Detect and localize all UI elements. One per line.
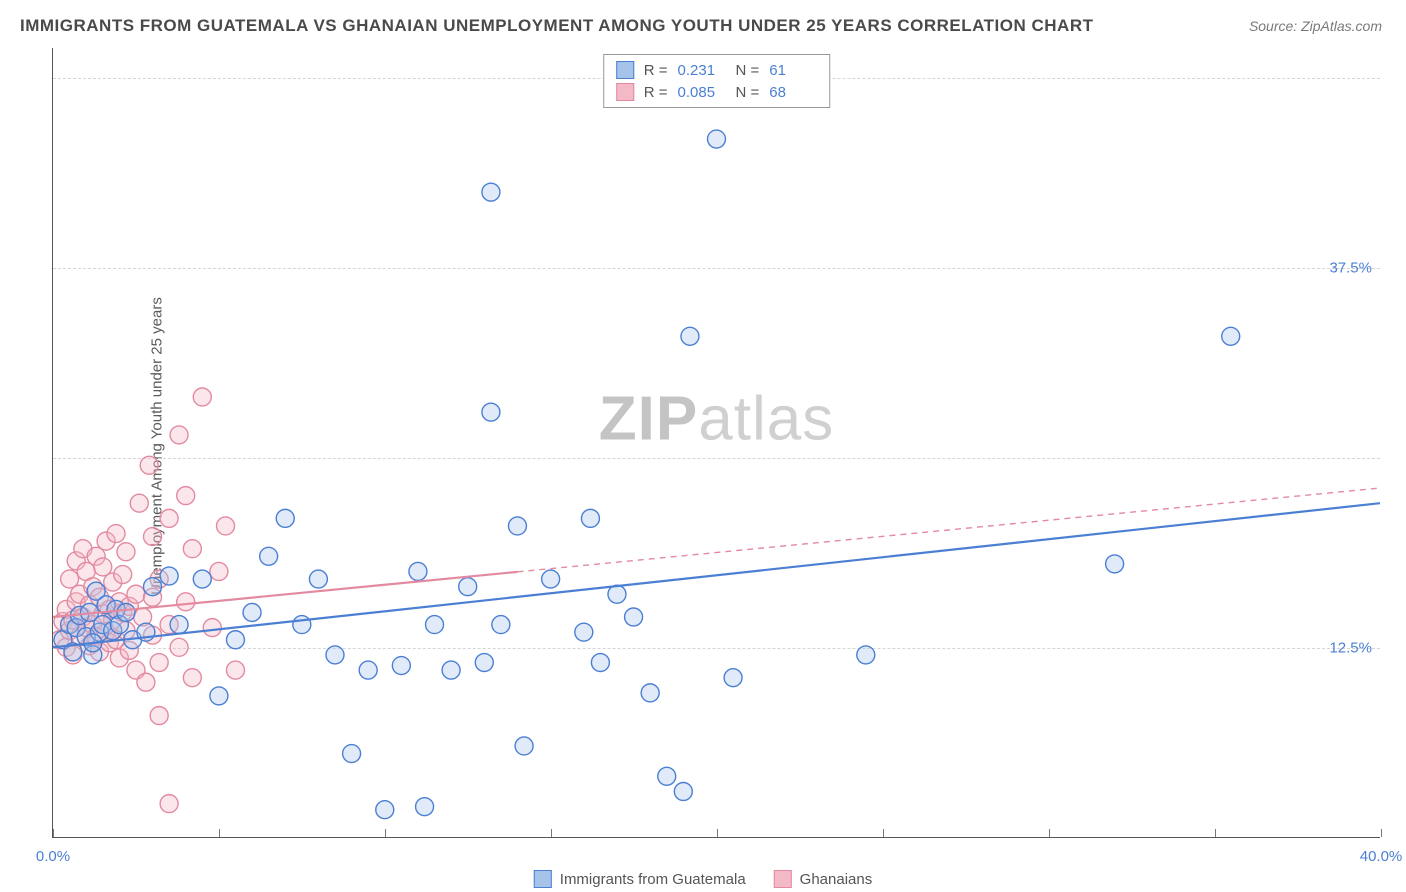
correlation-legend: R = 0.231 N = 61 R = 0.085 N = 68 (603, 54, 831, 108)
legend-row-series1: R = 0.231 N = 61 (616, 59, 818, 81)
source-attribution: Source: ZipAtlas.com (1249, 18, 1382, 34)
r-label: R = (644, 62, 668, 79)
r-value-series2: 0.085 (678, 84, 726, 101)
watermark-bold: ZIP (599, 384, 698, 453)
r-value-series1: 0.231 (678, 62, 726, 79)
n-label: N = (736, 62, 760, 79)
series-legend: Immigrants from Guatemala Ghanaians (534, 870, 872, 888)
swatch-series2 (616, 83, 634, 101)
source-link[interactable]: ZipAtlas.com (1301, 18, 1382, 34)
n-value-series2: 68 (769, 84, 817, 101)
legend-label-series2: Ghanaians (800, 871, 873, 888)
legend-row-series2: R = 0.085 N = 68 (616, 81, 818, 103)
scatter-svg (53, 48, 1380, 837)
legend-label-series1: Immigrants from Guatemala (560, 871, 746, 888)
n-label: N = (736, 84, 760, 101)
source-label: Source: (1249, 18, 1297, 34)
chart-title: IMMIGRANTS FROM GUATEMALA VS GHANAIAN UN… (20, 16, 1094, 36)
plot-area: ZIPatlas 12.5%37.5% 0.0%40.0% R = 0.231 … (52, 48, 1380, 838)
watermark-light: atlas (698, 384, 834, 453)
legend-item-series2: Ghanaians (774, 870, 873, 888)
swatch-series1 (616, 61, 634, 79)
n-value-series1: 61 (769, 62, 817, 79)
legend-item-series1: Immigrants from Guatemala (534, 870, 746, 888)
swatch-series1-bottom (534, 870, 552, 888)
r-label: R = (644, 84, 668, 101)
swatch-series2-bottom (774, 870, 792, 888)
watermark: ZIPatlas (599, 383, 834, 454)
